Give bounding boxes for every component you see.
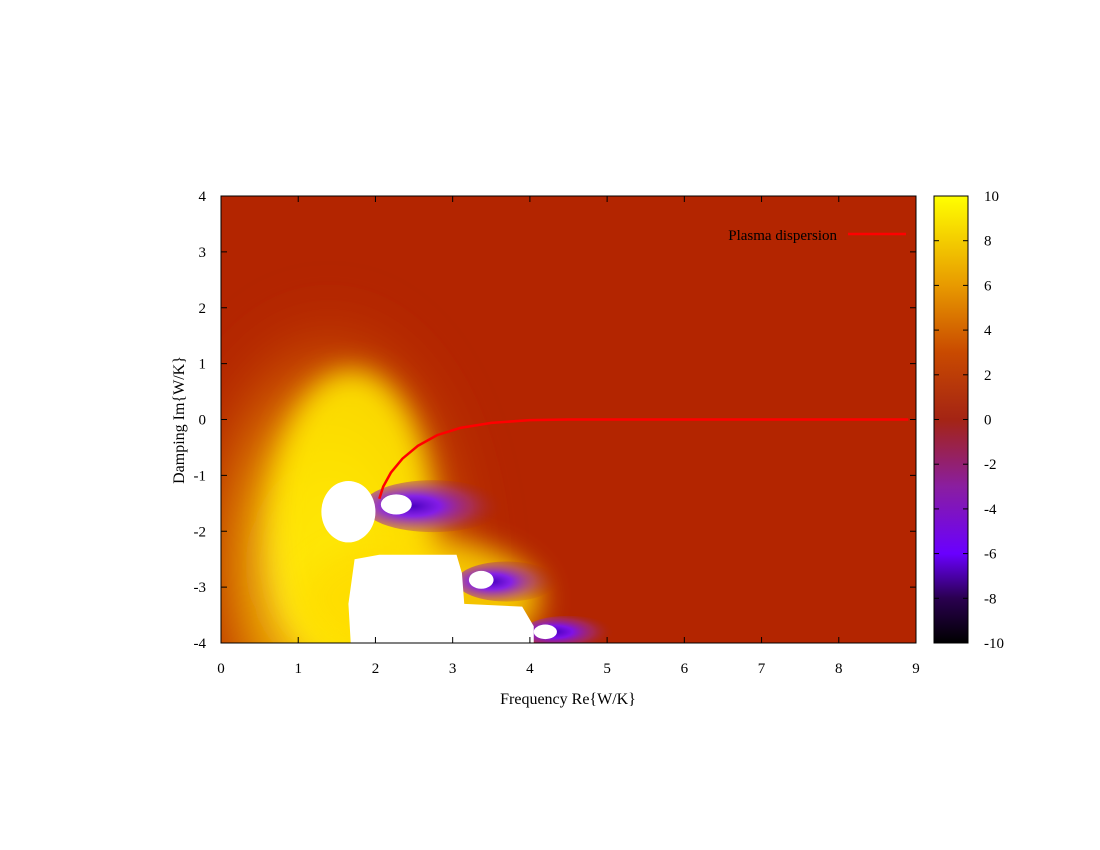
pole-3 xyxy=(468,570,494,589)
heat-trough-1 xyxy=(363,480,504,533)
colorbar-tick-label: 10 xyxy=(984,189,999,205)
x-tick-label: 7 xyxy=(758,661,766,677)
heatmap-layer xyxy=(221,304,614,643)
y-tick-label: 4 xyxy=(199,189,207,205)
x-tick-label: 5 xyxy=(603,661,611,677)
colorbar-gradient xyxy=(933,195,969,644)
y-tick-label: -1 xyxy=(194,468,207,484)
colorbar-tick-label: 2 xyxy=(984,368,992,384)
x-tick-label: 3 xyxy=(449,661,457,677)
x-tick-label: 1 xyxy=(294,661,302,677)
colorbar-tick-label: -10 xyxy=(984,636,1004,652)
y-axis-ticks: 4 3 2 1 0 -1 -2 -3 -4 xyxy=(194,189,916,652)
colorbar-tick-label: 0 xyxy=(984,413,992,429)
y-tick-label: 1 xyxy=(199,357,207,373)
x-tick-label: 6 xyxy=(681,661,689,677)
x-tick-label: 9 xyxy=(912,661,920,677)
legend: Plasma dispersion xyxy=(728,228,906,244)
colorbar-tick-label: -8 xyxy=(984,591,997,607)
y-axis-label: Damping Im{W/K} xyxy=(171,356,188,484)
colorbar-tick-label: -2 xyxy=(984,457,997,473)
y-tick-label: -3 xyxy=(194,580,207,596)
white-block-main xyxy=(348,554,534,643)
y-tick-label: 3 xyxy=(199,245,207,261)
colorbar-tick-label: 4 xyxy=(984,323,992,339)
x-tick-label: 8 xyxy=(835,661,843,677)
y-tick-label: -2 xyxy=(194,524,207,540)
colorbar-tick-label: -4 xyxy=(984,502,997,518)
x-tick-label: 4 xyxy=(526,661,534,677)
series-layer xyxy=(378,418,909,500)
y-tick-label: 2 xyxy=(199,301,207,317)
y-tick-label: -4 xyxy=(194,636,207,652)
pole-4 xyxy=(533,624,557,640)
x-tick-label: 0 xyxy=(217,661,225,677)
colorbar-ticks: 10 8 6 4 2 0 -2 -4 -6 -8 -10 xyxy=(934,189,1004,652)
pole-2 xyxy=(380,494,412,515)
colorbar: 10 8 6 4 2 0 -2 -4 -6 -8 -10 xyxy=(933,189,1004,652)
legend-label: Plasma dispersion xyxy=(728,228,837,244)
pole-1 xyxy=(321,480,376,543)
colorbar-tick-label: -6 xyxy=(984,547,997,563)
colorbar-tick-label: 8 xyxy=(984,234,992,250)
x-axis-label: Frequency Re{W/K} xyxy=(500,691,636,708)
x-axis-ticks: 0 1 2 3 4 5 6 7 8 9 xyxy=(217,196,920,677)
colorbar-tick-label: 6 xyxy=(984,278,992,294)
y-tick-label: 0 xyxy=(199,413,207,429)
series-line-plasma-dispersion xyxy=(378,418,909,500)
x-tick-label: 2 xyxy=(372,661,380,677)
plot-area xyxy=(220,195,917,644)
